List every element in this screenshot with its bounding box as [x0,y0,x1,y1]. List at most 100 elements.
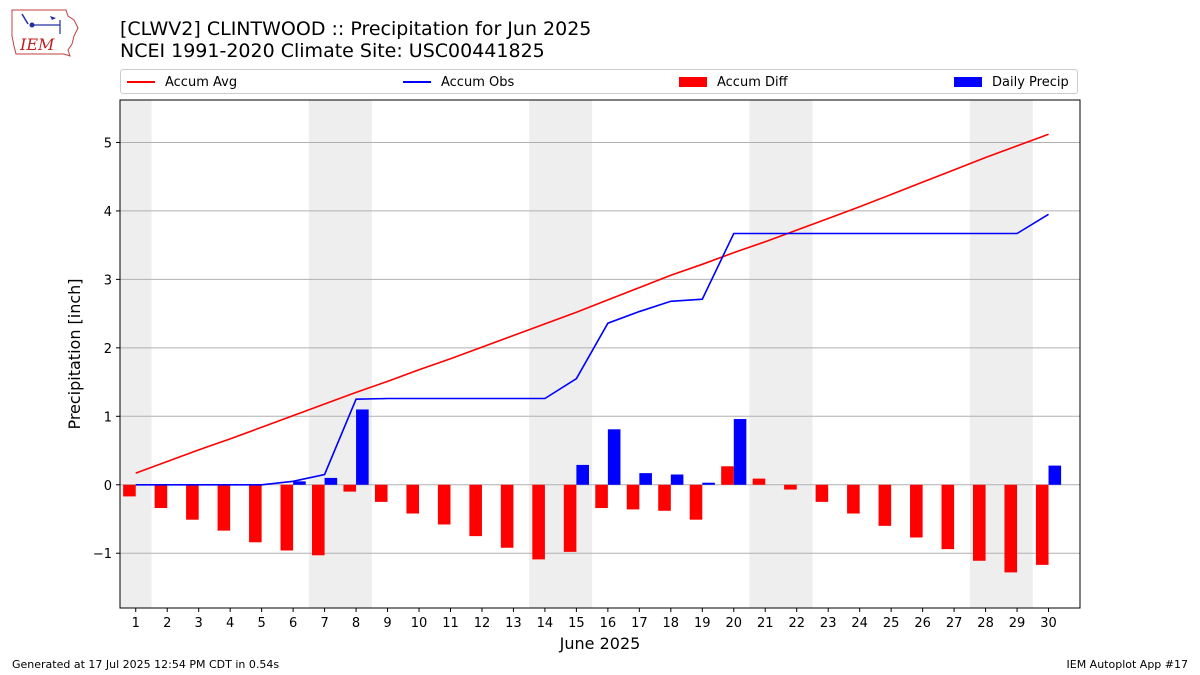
daily-precip-bar [576,464,589,485]
legend-item-accum-obs: Accum Obs [403,74,514,90]
y-tick-label: 3 [104,273,112,288]
x-tick-label: 30 [1040,616,1057,631]
accum-diff-bar [249,484,262,543]
x-tick-label: 12 [474,616,491,631]
x-tick-label: 16 [600,616,617,631]
x-tick-label: 23 [820,616,837,631]
legend-swatch-accum-diff [679,77,707,87]
accum-diff-bar [123,484,136,497]
x-tick-label: 21 [757,616,774,631]
legend-item-accum-avg: Accum Avg [127,74,237,90]
x-tick-label: 22 [788,616,805,631]
x-tick-label: 2 [163,616,171,631]
legend-label-daily-precip: Daily Precip [992,74,1069,90]
x-tick-label: 5 [257,616,265,631]
accum-diff-bar [563,484,577,552]
daily-precip-bar [293,481,306,485]
legend-swatch-accum-obs [403,81,431,83]
y-axis-label: Precipitation [inch] [65,278,84,429]
x-tick-label: 7 [320,616,328,631]
app-credit: IEM Autoplot App #17 [1066,658,1189,671]
x-tick-label: 8 [352,616,360,631]
accum-diff-bar [312,484,325,556]
x-tick-label: 24 [851,616,868,631]
accum-obs-line [135,213,1049,486]
accum-diff-bar [374,484,388,502]
x-tick-label: 15 [568,616,585,631]
accum-diff-bar [721,466,734,485]
x-tick-label: 27 [946,616,963,631]
x-tick-label: 3 [195,616,203,631]
accum-diff-bar [941,484,955,550]
daily-precip-bar [639,473,652,485]
accum-diff-bar [406,484,420,514]
accum-diff-bar [878,484,892,526]
legend-label-accum-obs: Accum Obs [441,74,515,90]
y-tick-label: 2 [104,342,112,357]
legend-label-accum-avg: Accum Avg [165,74,238,90]
accum-avg-line [135,133,1049,474]
accum-diff-bar [186,484,199,520]
accum-diff-bar [469,484,482,537]
y-tick-label: 0 [104,479,112,494]
y-tick-label: −1 [93,547,112,562]
lines [135,133,1049,486]
x-tick-label: 19 [694,616,711,631]
daily-precip-bar [607,429,621,485]
accum-diff-bar [972,484,986,561]
accum-diff-bar [500,484,514,548]
accum-diff-bar [784,484,797,490]
daily-precip-bar [356,409,369,485]
x-tick-label: 17 [631,616,648,631]
legend-item-accum-diff: Accum Diff [679,74,788,90]
iem-logo: IEM [8,6,80,60]
accum-diff-bar [343,484,357,492]
accum-diff-bar [815,484,829,502]
x-tick-label: 14 [537,616,554,631]
weekend-shade-band [120,100,152,608]
x-tick-label: 20 [725,616,742,631]
accum-diff-bar [217,484,231,531]
x-tick-label: 18 [663,616,680,631]
bars [123,409,1062,573]
accum-diff-bar [910,484,923,538]
chart-title: [CLWV2] CLINTWOOD :: Precipitation for J… [120,18,592,40]
x-tick-label: 13 [505,616,522,631]
y-tick-label: 1 [104,410,112,425]
daily-precip-bar [733,419,747,485]
accum-diff-bar [595,484,608,509]
accum-diff-bar [154,484,168,509]
y-tick-label: 5 [104,136,112,151]
x-tick-label: 6 [289,616,297,631]
generated-timestamp: Generated at 17 Jul 2025 12:54 PM CDT in… [12,658,280,671]
legend-label-accum-diff: Accum Diff [717,74,788,90]
x-tick-label: 10 [411,616,428,631]
accum-diff-bar [532,484,545,560]
accum-diff-bar [437,484,451,525]
weekend-shade-band [749,100,813,608]
legend: Accum Avg Accum Obs Accum Diff Daily Pre… [120,69,1078,94]
x-tick-label: 4 [226,616,234,631]
daily-precip-bar [670,474,684,485]
accum-diff-bar [1035,484,1049,565]
accum-diff-bar [658,484,671,511]
x-tick-label: 28 [977,616,994,631]
legend-swatch-accum-avg [127,81,155,83]
daily-precip-bar [324,477,338,485]
chart-subtitle: NCEI 1991-2020 Climate Site: USC00441825 [120,40,545,62]
x-tick-label: 9 [383,616,391,631]
y-tick-label: 4 [104,205,112,220]
x-tick-label: 29 [1009,616,1026,631]
accum-diff-bar [1004,484,1018,573]
legend-item-daily-precip: Daily Precip [954,74,1069,90]
plot-frame [119,99,1081,609]
accum-diff-bar [280,484,294,551]
accum-diff-bar [689,484,703,520]
x-axis-label: June 2025 [559,634,641,653]
daily-precip-bar [1048,465,1062,485]
x-tick-label: 26 [914,616,931,631]
daily-precip-bar [702,482,715,485]
accum-diff-bar [752,478,766,485]
